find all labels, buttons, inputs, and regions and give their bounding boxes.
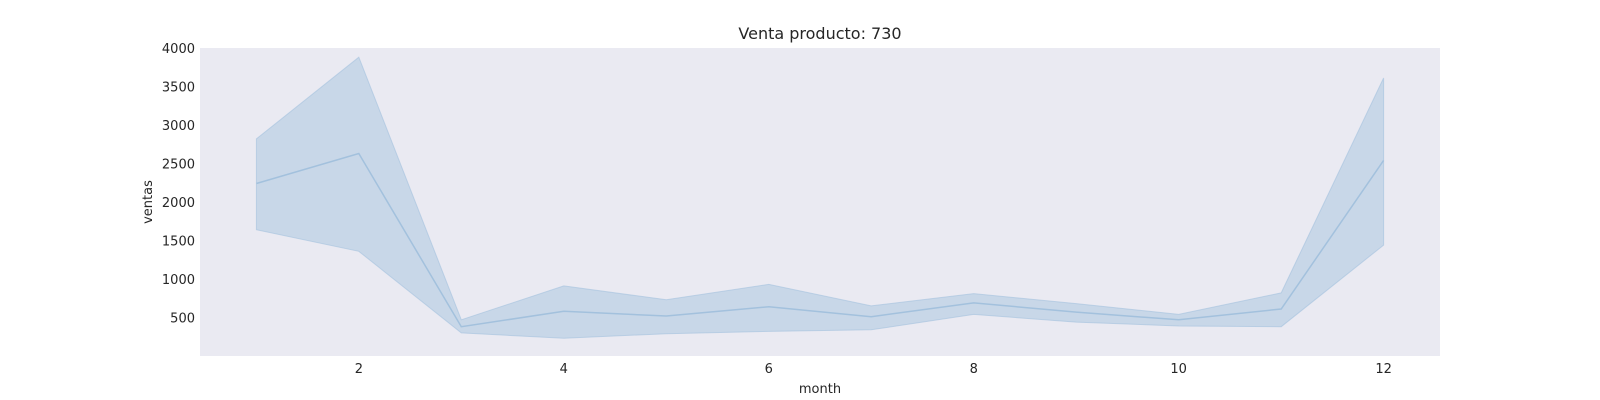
series-line — [256, 152, 1385, 328]
y-tick-label: 500 — [170, 312, 195, 327]
x-tick-label: 8 — [970, 362, 978, 377]
y-tick-labels: 500 1000 1500 2000 2500 3000 3500 4000 — [162, 42, 195, 327]
x-tick-label: 6 — [765, 362, 773, 377]
x-tick-labels: 2 4 6 8 10 12 — [355, 362, 1392, 377]
y-tick-label: 2000 — [162, 196, 195, 211]
y-tick-label: 1500 — [162, 235, 195, 250]
x-tick-label: 2 — [355, 362, 363, 377]
x-tick-label: 10 — [1170, 362, 1187, 377]
y-tick-label: 1000 — [162, 273, 195, 288]
y-tick-label: 4000 — [162, 42, 195, 57]
y-axis-label: ventas — [141, 180, 156, 224]
y-tick-label: 3500 — [162, 81, 195, 96]
y-tick-label: 3000 — [162, 119, 195, 134]
x-tick-label: 4 — [560, 362, 568, 377]
series-line-layer — [256, 152, 1385, 328]
x-axis-label: month — [799, 382, 841, 397]
y-tick-label: 2500 — [162, 158, 195, 173]
x-tick-label: 12 — [1375, 362, 1392, 377]
chart-title: Venta producto: 730 — [738, 24, 901, 43]
